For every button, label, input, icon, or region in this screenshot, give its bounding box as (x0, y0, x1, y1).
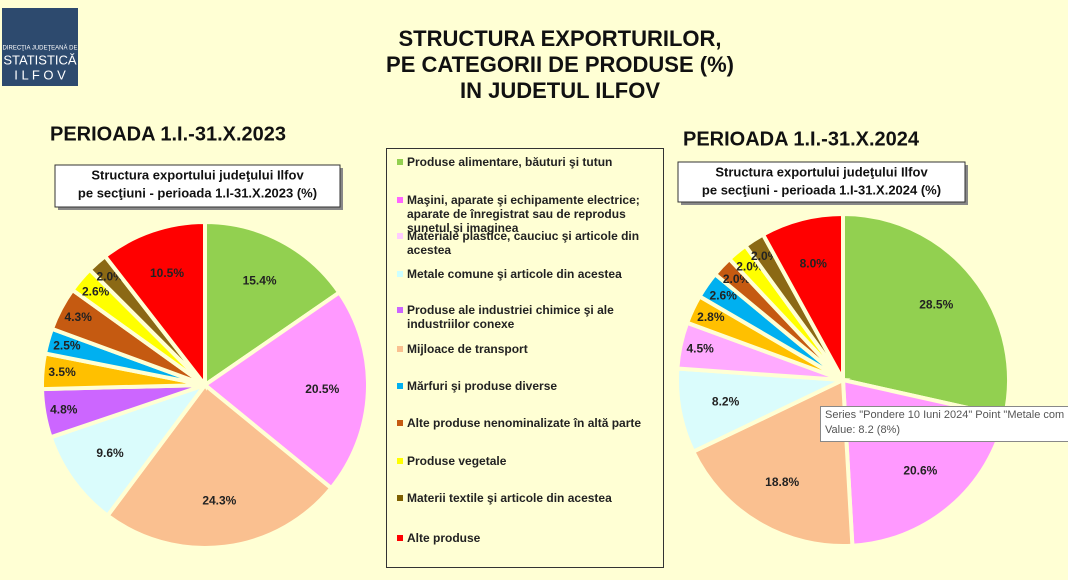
legend-label: Alte produse (407, 531, 481, 545)
legend-item: Materiale plastice, cauciuc şi articole … (397, 229, 647, 257)
title: STRUCTURA EXPORTURILOR, (398, 26, 721, 51)
legend-marker (397, 271, 403, 277)
logo-text: I L F O V (14, 67, 66, 82)
data-label: 15.4% (243, 273, 277, 287)
chart-title: Structura exportului judeţului Ilfov (715, 164, 928, 179)
legend-marker (397, 383, 403, 389)
data-label: 2.8% (697, 310, 725, 324)
chart-title-box (677, 161, 966, 203)
legend-item: Produse vegetale (397, 454, 647, 468)
chart-title: pe secţiuni - perioada 1.I-31.X.2024 (%) (702, 182, 941, 197)
data-label: 20.6% (903, 463, 937, 477)
chart-title: Structura exportului judeţului Ilfov (91, 167, 304, 182)
legend-item: Mărfuri şi produse diverse (397, 379, 647, 393)
legend-label: Metale comune şi articole din acestea (407, 267, 622, 281)
tooltip: Series "Pondere 10 Iuni 2024" Point "Met… (820, 406, 1068, 442)
pie-slice (690, 376, 855, 548)
legend-label: Mărfuri şi produse diverse (407, 379, 558, 393)
legend-label: Materiale plastice, cauciuc şi articole … (407, 229, 640, 257)
pie-slice (760, 211, 845, 381)
data-label: 8.0% (800, 256, 828, 270)
legend-item: Materii textile şi articole din acestea (397, 491, 647, 505)
tooltip-text: Series "Pondere 10 Iuni 2024" Point "Met… (825, 409, 1065, 421)
legend-item: Produse ale industriei chimice şi ale in… (397, 303, 647, 331)
data-label: 2.5% (53, 338, 81, 352)
legend-item: Metale comune şi articole din acestea (397, 267, 647, 281)
tooltip-text: Value: 8.2 (8%) (825, 424, 901, 436)
data-label: 24.3% (202, 494, 236, 508)
legend-label: Alte produse nenominalizate în altă part… (407, 416, 642, 430)
legend-marker (397, 495, 403, 501)
pie-slice (104, 382, 335, 550)
legend-label: Produse alimentare, băuturi şi tutun (407, 155, 613, 169)
data-label: 28.5% (919, 297, 953, 311)
pie-slice (841, 211, 1011, 419)
legend-item: Alte produse nenominalizate în altă part… (397, 416, 647, 430)
chart-title: pe secţiuni - perioada 1.I-31.X.2023 (%) (78, 185, 317, 200)
legend-marker (397, 197, 403, 203)
pie-slice (201, 289, 370, 491)
title: PE CATEGORII DE PRODUSE (%) (386, 52, 734, 77)
legend-marker (397, 346, 403, 352)
legend-item: Produse alimentare, băuturi şi tutun (397, 155, 647, 169)
pie-slice (48, 381, 211, 519)
data-label: 10.5% (150, 266, 184, 280)
period-heading: PERIOADA 1.I.-31.X.2023 (50, 123, 286, 145)
legend-label: Produse vegetale (407, 454, 507, 468)
data-label: 9.6% (96, 446, 124, 460)
legend: Produse alimentare, băuturi şi tutun Maşi… (386, 148, 664, 568)
legend-marker (397, 307, 403, 313)
period-heading: PERIOADA 1.I.-31.X.2024 (683, 128, 920, 150)
legend-label: Produse ale industriei chimice şi ale in… (407, 303, 614, 331)
legend-marker (397, 233, 403, 239)
chart-title-box (54, 164, 341, 208)
data-label: 4.8% (50, 402, 78, 416)
legend-item: Maşini, aparate şi echipamente electrice… (397, 193, 647, 235)
logo-text: DIRECŢIA JUDEŢEANĂ DE (2, 45, 77, 52)
logo-text: STATISTICĂ (3, 52, 77, 67)
legend-marker (397, 159, 403, 165)
data-label: 8.2% (712, 395, 740, 409)
data-label: 2.6% (82, 284, 110, 298)
data-label: 18.8% (765, 475, 799, 489)
legend-label: Materii textile şi articole din acestea (407, 491, 612, 505)
logo (2, 8, 78, 86)
legend-item: Mijloace de transport (397, 342, 647, 356)
data-label: 4.3% (65, 310, 93, 324)
legend-label: Mijloace de transport (407, 342, 528, 356)
legend-marker (397, 420, 403, 426)
legend-item: Alte produse (397, 531, 647, 545)
legend-marker (397, 535, 403, 541)
legend-marker (397, 458, 403, 464)
legend-label: Maşini, aparate şi echipamente electrice… (407, 193, 640, 235)
data-label: 2.6% (710, 289, 738, 303)
data-label: 20.5% (305, 382, 339, 396)
pie-slice (203, 219, 343, 389)
title: IN JUDETUL ILFOV (460, 78, 660, 103)
data-label: 3.5% (48, 365, 76, 379)
data-label: 4.5% (686, 342, 714, 356)
pie-slice (102, 219, 207, 391)
